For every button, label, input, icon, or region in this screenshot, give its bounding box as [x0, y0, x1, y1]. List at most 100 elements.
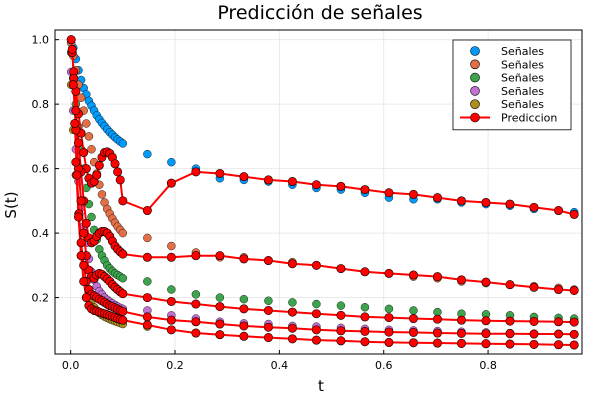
prediction-point — [166, 315, 176, 325]
prediction-point — [71, 157, 81, 167]
prediction-point — [481, 277, 491, 287]
prediction-point — [311, 325, 321, 335]
legend-marker — [470, 59, 480, 70]
prediction-point — [554, 317, 564, 327]
data-point — [118, 228, 128, 238]
prediction-point — [529, 339, 539, 349]
prediction-point — [481, 316, 491, 326]
legend-marker — [470, 72, 480, 83]
prediction-point — [432, 314, 442, 324]
y-tick-label: 0.6 — [32, 163, 50, 176]
legend-label: Señales — [501, 85, 544, 98]
prediction-point — [142, 293, 152, 303]
prediction-point — [142, 320, 152, 330]
prediction-point — [505, 329, 515, 339]
prediction-point — [432, 272, 442, 282]
prediction-point — [529, 282, 539, 292]
data-point — [264, 296, 273, 306]
prediction-point — [408, 314, 418, 324]
prediction-point — [384, 337, 394, 347]
prediction-point — [311, 335, 321, 345]
prediction-point — [456, 328, 466, 338]
prediction-point — [311, 309, 321, 319]
prediction-point — [481, 197, 491, 207]
prediction-point — [76, 238, 86, 248]
prediction-point — [287, 177, 297, 187]
prediction-point — [263, 322, 273, 332]
prediction-point — [118, 289, 128, 299]
data-point — [409, 306, 418, 315]
y-axis: 0.2 0.4 0.6 0.8 1.0 — [32, 34, 59, 305]
prediction-point — [215, 251, 225, 261]
prediction-point — [263, 256, 273, 266]
prediction-point — [118, 306, 128, 316]
data-point — [312, 299, 321, 309]
prediction-point — [287, 334, 297, 344]
prediction-point — [384, 313, 394, 323]
prediction-point — [432, 338, 442, 348]
prediction-point — [529, 202, 539, 212]
prediction-point — [529, 329, 539, 339]
prediction-point — [569, 209, 579, 219]
prediction-point — [191, 299, 201, 309]
prediction-point — [360, 185, 370, 195]
x-tick-label: 0.2 — [166, 359, 184, 372]
prediction-point — [336, 181, 346, 191]
prediction-point — [569, 285, 579, 295]
prediction-point — [166, 178, 176, 188]
prediction-point — [68, 80, 78, 90]
prediction-point — [113, 167, 123, 177]
prediction-point — [70, 118, 80, 128]
prediction-point — [142, 206, 152, 216]
legend-label: Señales — [501, 98, 544, 111]
data-point — [336, 301, 346, 310]
data-point — [87, 145, 96, 154]
x-tick-label: 0.6 — [375, 359, 393, 372]
prediction-point — [239, 172, 249, 182]
data-point — [384, 304, 394, 314]
prediction-point — [505, 280, 515, 290]
prediction-point — [432, 328, 442, 338]
data-point — [239, 294, 249, 304]
chart-title: Predicción de señales — [217, 2, 422, 24]
prediction-point — [569, 340, 579, 350]
data-point — [87, 212, 96, 222]
prediction-point — [408, 338, 418, 348]
prediction-point — [66, 35, 76, 45]
data-point — [167, 157, 176, 167]
x-axis: 0.0 0.2 0.4 0.6 0.8 — [62, 350, 497, 372]
prediction-point — [529, 316, 539, 326]
prediction-point — [76, 251, 86, 261]
prediction-point — [287, 307, 297, 317]
prediction-point — [554, 340, 564, 350]
prediction-point — [360, 326, 370, 336]
data-point — [82, 119, 91, 128]
prediction-point — [505, 339, 515, 349]
prediction-point — [239, 321, 249, 331]
data-point — [97, 190, 107, 199]
prediction-point — [554, 206, 564, 216]
prediction-point — [239, 331, 249, 341]
prediction-point — [569, 317, 579, 327]
y-tick-label: 1.0 — [32, 34, 50, 47]
data-point — [360, 303, 370, 312]
prediction-point — [384, 268, 394, 278]
prediction-point — [191, 317, 201, 327]
prediction-point — [79, 228, 89, 238]
plot-frame — [54, 29, 583, 355]
data-point — [191, 290, 201, 299]
prediction-point — [408, 270, 418, 280]
prediction-point — [81, 218, 91, 228]
legend-label: Señales — [501, 58, 544, 71]
legend-marker — [470, 46, 480, 56]
legend-label: Señales — [501, 45, 544, 58]
prediction-point — [456, 196, 466, 206]
data-point — [143, 277, 152, 286]
prediction-point — [336, 264, 346, 274]
prediction-point — [215, 330, 225, 340]
data-point — [143, 149, 152, 159]
prediction-point — [118, 196, 128, 206]
prediction-point — [408, 327, 418, 337]
prediction-point — [384, 327, 394, 337]
